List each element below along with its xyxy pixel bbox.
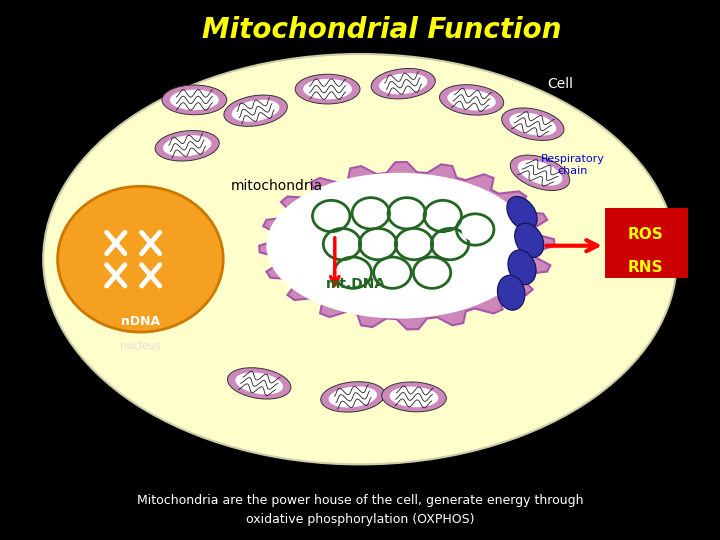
Text: nDNA: nDNA (121, 315, 160, 328)
Ellipse shape (379, 73, 428, 94)
Ellipse shape (371, 69, 436, 99)
Text: mt.DNA: mt.DNA (326, 276, 387, 291)
Text: Mitochondria are the power house of the cell, generate energy through
oxidative : Mitochondria are the power house of the … (137, 494, 583, 526)
Ellipse shape (436, 232, 464, 256)
Ellipse shape (518, 160, 562, 186)
Ellipse shape (224, 95, 287, 126)
Ellipse shape (418, 261, 446, 285)
Ellipse shape (303, 79, 352, 99)
Ellipse shape (295, 74, 360, 104)
Ellipse shape (364, 232, 392, 256)
Ellipse shape (393, 201, 420, 225)
Ellipse shape (357, 201, 384, 225)
Ellipse shape (400, 232, 428, 256)
Ellipse shape (155, 131, 220, 161)
Text: ROS: ROS (628, 227, 664, 242)
Ellipse shape (509, 113, 557, 136)
Text: Cell: Cell (547, 77, 573, 91)
Ellipse shape (328, 386, 377, 408)
Ellipse shape (232, 100, 279, 122)
Ellipse shape (266, 173, 533, 319)
Ellipse shape (508, 250, 536, 285)
Ellipse shape (58, 186, 223, 332)
Ellipse shape (170, 90, 219, 110)
Ellipse shape (447, 89, 496, 111)
Ellipse shape (429, 204, 456, 228)
Ellipse shape (498, 275, 525, 310)
Ellipse shape (382, 382, 446, 412)
Bar (605, 208, 688, 278)
Text: Respiratory
chain: Respiratory chain (541, 154, 604, 176)
Text: Mitochondrial Function: Mitochondrial Function (202, 16, 562, 44)
Ellipse shape (320, 382, 385, 412)
Ellipse shape (510, 155, 570, 191)
Text: mitochondria: mitochondria (231, 179, 323, 193)
Ellipse shape (502, 108, 564, 140)
Text: RNS: RNS (628, 260, 664, 275)
Ellipse shape (390, 387, 438, 407)
Ellipse shape (515, 223, 544, 258)
Ellipse shape (163, 135, 212, 157)
Ellipse shape (235, 373, 283, 394)
Text: nucleus: nucleus (120, 341, 161, 350)
Ellipse shape (379, 261, 406, 285)
Ellipse shape (507, 197, 537, 230)
Ellipse shape (328, 232, 356, 256)
Polygon shape (259, 162, 554, 329)
Ellipse shape (462, 218, 489, 241)
Ellipse shape (439, 85, 504, 115)
Ellipse shape (228, 368, 291, 399)
Ellipse shape (43, 54, 677, 464)
Ellipse shape (339, 261, 366, 285)
Ellipse shape (162, 85, 227, 115)
Ellipse shape (318, 204, 345, 228)
